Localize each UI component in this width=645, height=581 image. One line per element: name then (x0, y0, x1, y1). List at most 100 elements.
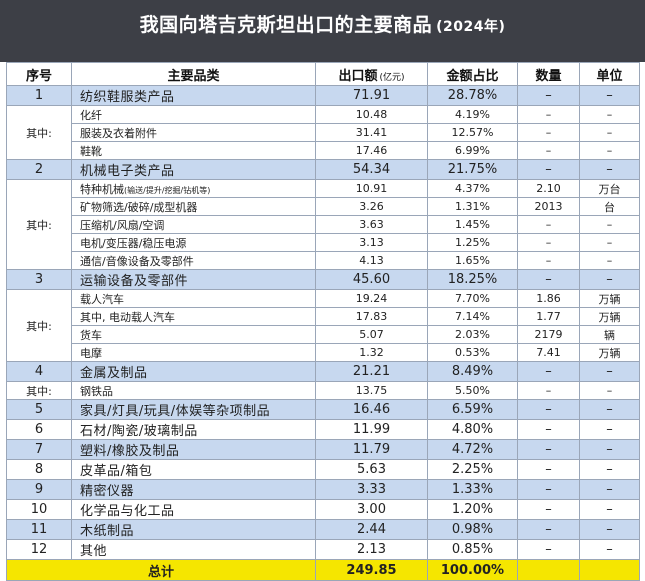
cell-name: 载人汽车 (71, 289, 316, 308)
cell-name: 其中, 电动载人汽车 (71, 307, 316, 326)
table-row: 其中: 特种机械(输送/提升/挖掘/钻机等) 10.91 4.37% 2.10 … (6, 179, 640, 270)
cell-qty: 1.77 (517, 307, 580, 326)
cell-qty: – (517, 251, 580, 270)
cell-share: 4.37% (427, 179, 518, 198)
cell-value: 11.99 (315, 419, 428, 440)
table-body: 1 纺织鞋服类产品 71.91 28.78% – – 其中: 化纤 10.48 … (6, 85, 640, 581)
cell-name-text: 特种机械 (80, 182, 124, 196)
cell-unit: – (579, 141, 640, 160)
title-bar: 我国向塔吉克斯坦出口的主要商品 (2024年) (0, 0, 645, 62)
cell-value: 3.00 (315, 499, 428, 520)
cell-qty: – (517, 269, 580, 290)
cell-unit: – (579, 399, 640, 420)
cell-qty: 2013 (517, 197, 580, 216)
cell-value: 19.24 (315, 289, 428, 308)
cell-value: 5.07 (315, 325, 428, 344)
cell-value: 17.83 (315, 307, 428, 326)
cell-seq: 9 (6, 479, 72, 500)
table-row: 鞋靴 17.46 6.99% – – (7, 141, 640, 160)
table-row: 12 其他 2.13 0.85% – – (6, 539, 640, 560)
cell-qty: – (517, 439, 580, 460)
cell-qty: – (517, 233, 580, 252)
table-row: 其中, 电动载人汽车 17.83 7.14% 1.77 万辆 (7, 307, 640, 326)
cell-value: 4.13 (315, 251, 428, 270)
cell-unit: – (579, 233, 640, 252)
cell-name-note: (输送/提升/挖掘/钻机等) (124, 185, 211, 195)
cell-share: 1.33% (427, 479, 518, 500)
total-label: 总计 (6, 559, 316, 581)
cell-qizhong: 其中: (6, 289, 72, 362)
cell-seq: 6 (6, 419, 72, 440)
table-row: 1 纺织鞋服类产品 71.91 28.78% – – (6, 85, 640, 106)
cell-unit: 万辆 (579, 289, 640, 308)
table-row: 5 家具/灯具/玩具/体娱等杂项制品 16.46 6.59% – – (6, 399, 640, 420)
table-row: 3 运输设备及零部件 45.60 18.25% – – (6, 269, 640, 290)
table-row: 电摩 1.32 0.53% 7.41 万辆 (7, 343, 640, 362)
cell-qty: – (517, 519, 580, 540)
cell-share: 1.20% (427, 499, 518, 520)
cell-name: 化纤 (71, 105, 316, 124)
cell-qty: – (517, 499, 580, 520)
cell-seq: 7 (6, 439, 72, 460)
cell-name: 电机/变压器/稳压电源 (71, 233, 316, 252)
cell-share: 0.53% (427, 343, 518, 362)
total-unit (579, 559, 640, 581)
page-title: 我国向塔吉克斯坦出口的主要商品 (2024年) (0, 10, 645, 37)
cell-share: 5.50% (427, 381, 518, 400)
cell-name: 木纸制品 (71, 519, 316, 540)
cell-qty: – (517, 105, 580, 124)
cell-value: 45.60 (315, 269, 428, 290)
cell-qty: 2.10 (517, 179, 580, 198)
cell-share: 1.45% (427, 215, 518, 234)
cell-unit: – (579, 251, 640, 270)
cell-share: 2.03% (427, 325, 518, 344)
cell-share: 0.85% (427, 539, 518, 560)
cell-qty: – (517, 539, 580, 560)
table-row: 电机/变压器/稳压电源 3.13 1.25% – – (7, 233, 640, 252)
cell-unit: – (579, 539, 640, 560)
table-row: 6 石材/陶瓷/玻璃制品 11.99 4.80% – – (6, 419, 640, 440)
cell-seq: 2 (6, 159, 72, 180)
cell-qty: – (517, 361, 580, 382)
cell-seq: 3 (6, 269, 72, 290)
cell-unit: – (579, 419, 640, 440)
cell-seq: 10 (6, 499, 72, 520)
header-seq: 序号 (6, 62, 72, 86)
cell-qizhong: 其中: (6, 179, 72, 270)
cell-unit: – (579, 459, 640, 480)
cell-qty: – (517, 381, 580, 400)
cell-name: 其他 (71, 539, 316, 560)
cell-qty: 7.41 (517, 343, 580, 362)
cell-name: 家具/灯具/玩具/体娱等杂项制品 (71, 399, 316, 420)
title-text: 我国向塔吉克斯坦出口的主要商品 (139, 14, 433, 36)
cell-seq: 8 (6, 459, 72, 480)
cell-value: 21.21 (315, 361, 428, 382)
table-row: 其中: 钢铁品 13.75 5.50% – – (6, 381, 640, 400)
cell-unit: – (579, 85, 640, 106)
table-row: 服装及衣着附件 31.41 12.57% – – (7, 123, 640, 142)
cell-seq: 12 (6, 539, 72, 560)
cell-unit: 万辆 (579, 343, 640, 362)
table-row: 通信/音像设备及零部件 4.13 1.65% – – (7, 251, 640, 270)
cell-value: 3.33 (315, 479, 428, 500)
cell-value: 54.34 (315, 159, 428, 180)
cell-name: 精密仪器 (71, 479, 316, 500)
cell-value: 3.13 (315, 233, 428, 252)
cell-qty: – (517, 215, 580, 234)
cell-value: 10.48 (315, 105, 428, 124)
header-export: 出口额 (亿元) (315, 62, 428, 86)
cell-value: 3.63 (315, 215, 428, 234)
cell-name: 运输设备及零部件 (71, 269, 316, 290)
cell-share: 21.75% (427, 159, 518, 180)
cell-name: 电摩 (71, 343, 316, 362)
header-row: 序号 主要品类 出口额 (亿元) 金额占比 数量 单位 (6, 62, 640, 86)
cell-name: 化学品与化工品 (71, 499, 316, 520)
cell-name: 货车 (71, 325, 316, 344)
total-qty (517, 559, 580, 581)
cell-unit: – (579, 215, 640, 234)
cell-name: 石材/陶瓷/玻璃制品 (71, 419, 316, 440)
cell-unit: 万台 (579, 179, 640, 198)
cell-name: 压缩机/风扇/空调 (71, 215, 316, 234)
cell-share: 7.14% (427, 307, 518, 326)
